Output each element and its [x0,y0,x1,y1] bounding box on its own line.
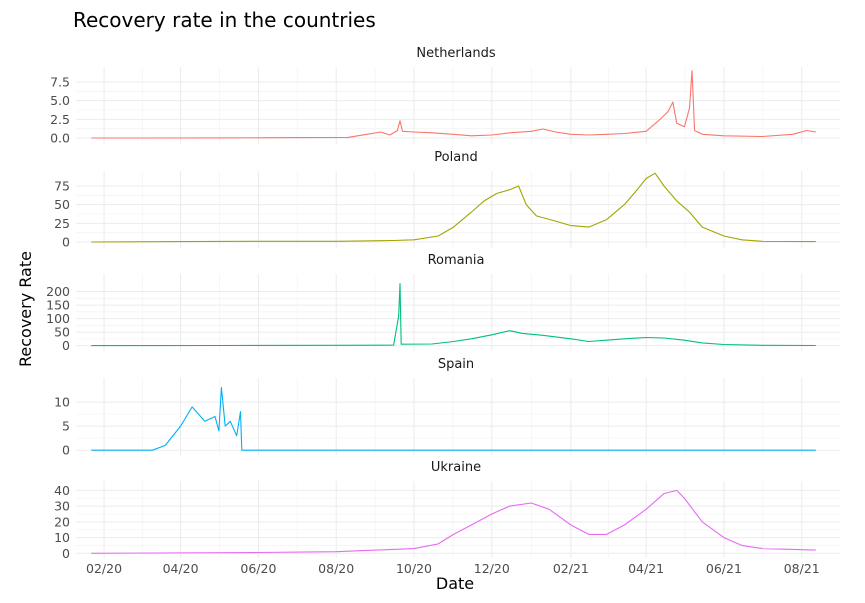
facet-panel-spain: Spain 0 5 10 [54,357,840,458]
series-line-romania [91,282,816,347]
y-tick-label: 7.5 [50,74,70,89]
facet-label: Ukraine [431,460,481,475]
facet-label: Poland [434,150,477,165]
x-tick-label: 02/21 [553,561,589,576]
x-tick-label: 04/20 [163,561,199,576]
y-tick-label: 50 [54,325,70,340]
facet-panel-netherlands: Netherlands 0.0 2.5 5.0 7.5 [50,46,840,146]
x-tick-label: 02/20 [86,561,122,576]
y-tick-label: 100 [46,311,70,326]
y-tick-label: 5 [62,419,70,434]
facet-label: Spain [438,357,474,372]
y-tick-label: 0 [62,546,70,561]
y-tick-label: 50 [54,197,70,212]
series-line-poland [91,172,816,243]
y-tick-label: 75 [54,178,70,193]
y-tick-label: 10 [54,395,70,410]
x-tick-label: 06/20 [240,561,276,576]
series-line-spain [91,387,816,451]
y-axis-title: Recovery Rate [16,251,35,367]
y-tick-label: 0.0 [50,131,70,146]
chart-title: Recovery rate in the countries [73,8,376,32]
facet-label: Netherlands [416,46,495,61]
facet-panel-poland: Poland 0 25 50 75 [54,150,840,250]
x-tick-label: 10/20 [396,561,432,576]
y-tick-label: 25 [54,216,70,231]
x-tick-label: 12/20 [474,561,510,576]
y-tick-label: 0 [62,443,70,458]
series-line-netherlands [91,70,816,139]
y-tick-label: 40 [54,483,70,498]
y-tick-label: 200 [46,284,70,299]
x-axis: 02/20 04/20 06/20 08/20 10/20 12/20 02/21 04/21… [86,561,820,576]
y-tick-label: 0 [62,338,70,353]
x-axis-title: Date [436,574,474,593]
y-tick-label: 5.0 [50,93,70,108]
series-line-ukraine [91,489,816,554]
x-tick-label: 06/21 [706,561,742,576]
facet-label: Romania [428,253,485,268]
x-tick-label: 08/20 [318,561,354,576]
x-tick-label: 04/21 [628,561,664,576]
y-tick-label: 2.5 [50,112,70,127]
y-tick-label: 20 [54,514,70,529]
x-tick-label: 08/21 [784,561,820,576]
y-tick-label: 30 [54,499,70,514]
facet-panels: Netherlands0.02.55.07.5Poland0255075Roma… [46,46,840,561]
y-tick-label: 10 [54,530,70,545]
y-tick-label: 0 [62,235,70,250]
y-tick-label: 150 [46,298,70,313]
